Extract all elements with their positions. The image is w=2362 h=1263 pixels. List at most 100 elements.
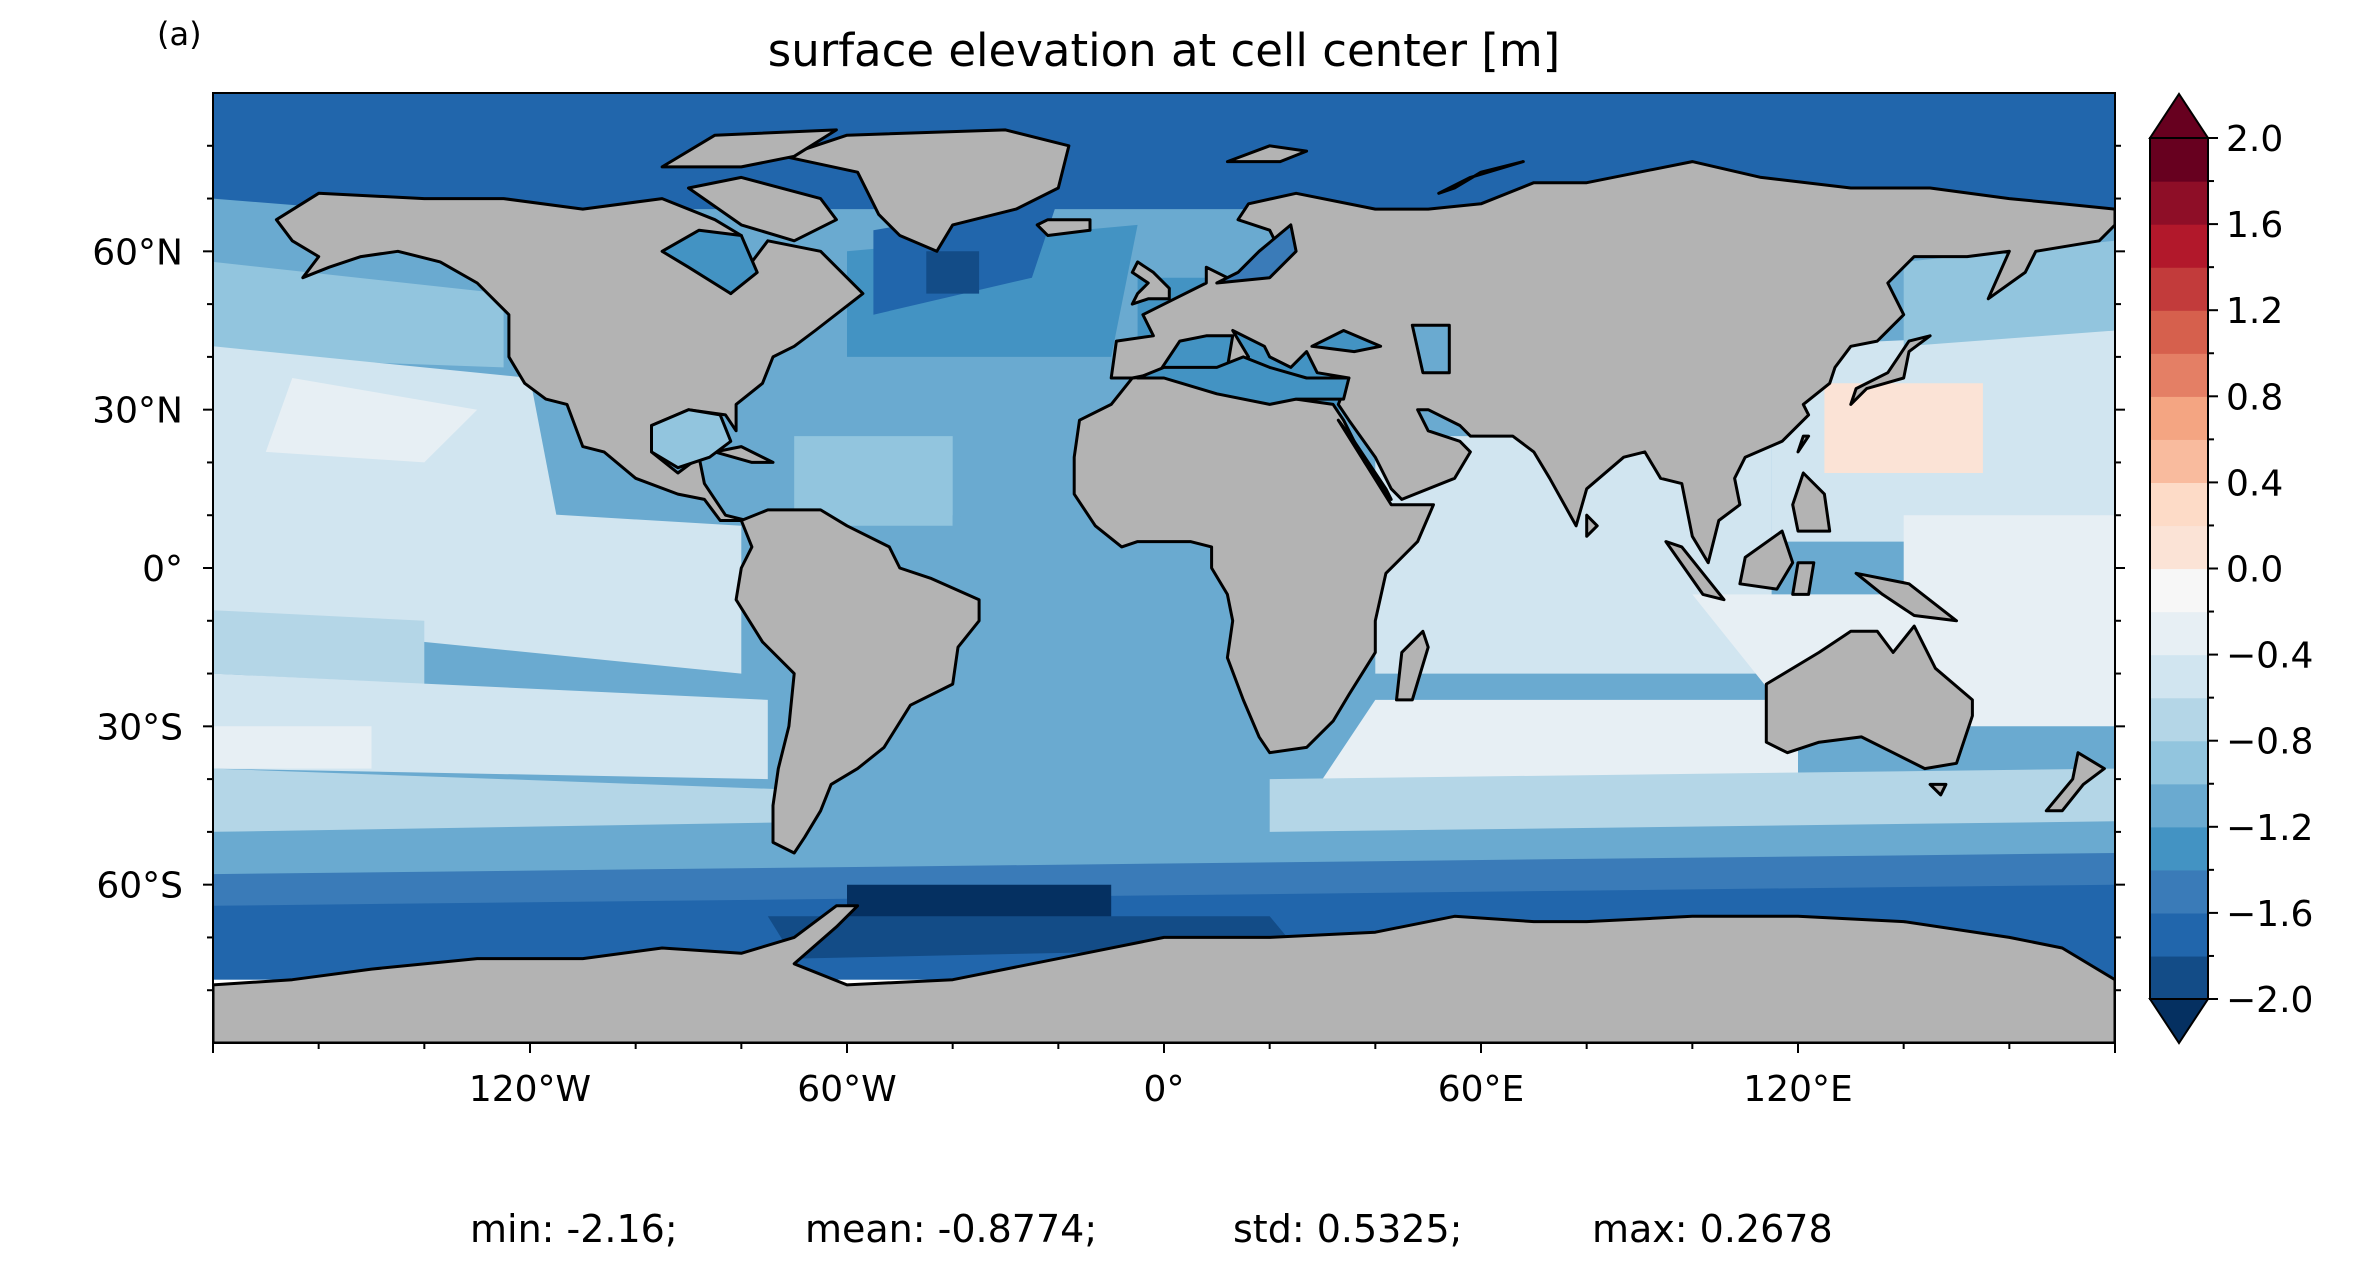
colorbar-tick-label: 2.0 — [2226, 119, 2283, 160]
colorbar-tick-label: 0.8 — [2226, 377, 2283, 418]
colorbar-segment — [2150, 224, 2208, 268]
island-sulawesi — [1791, 561, 1816, 596]
lat-axis-right — [2115, 144, 2125, 992]
colorbar-segment — [2150, 267, 2208, 311]
lat-tick-label: 0° — [142, 549, 183, 590]
ocean-shade-band — [1903, 240, 2115, 347]
land-layer — [213, 128, 2115, 1043]
island-tasmania — [1928, 782, 1948, 797]
colorbar-segment — [2150, 912, 2208, 957]
island-sri-lanka — [1585, 513, 1599, 538]
ocean-shade-band — [213, 726, 372, 769]
lat-tick-label: 60°N — [92, 232, 183, 273]
colorbar-segment — [2150, 482, 2208, 527]
colorbar-segment — [2150, 310, 2208, 354]
colorbar-tick-label: 0.4 — [2226, 463, 2283, 504]
island-madagascar — [1395, 629, 1430, 702]
island-uk — [1130, 260, 1171, 306]
colorbar-tick-label: −0.4 — [2226, 636, 2313, 677]
lat-axis-left: 60°N 30°N 0° 30°S 60°S — [92, 144, 213, 992]
island-baffin — [687, 175, 838, 243]
continent-south-america — [734, 508, 981, 855]
lon-tick-label: 120°E — [1743, 1069, 1852, 1110]
island-svalbard — [1225, 144, 1309, 164]
ocean-shade-band — [213, 261, 504, 368]
stat-mean: mean: -0.8774; — [805, 1207, 1097, 1251]
continent-greenland — [782, 128, 1071, 253]
island-new-guinea — [1854, 571, 1958, 623]
ocean-shade-band — [1824, 383, 1983, 473]
island-sumatra — [1664, 540, 1726, 602]
colorbar-segment — [2150, 826, 2208, 871]
colorbar-segment — [2150, 138, 2208, 182]
colorbar-segment — [2150, 783, 2208, 828]
island-novaya-zemlya — [1437, 160, 1525, 195]
island-new-zealand — [2044, 751, 2106, 813]
sea-red — [1336, 418, 1393, 501]
stat-min: min: -2.16; — [470, 1207, 678, 1251]
sea-baltic — [1215, 223, 1298, 285]
island-ellesmere — [660, 128, 838, 169]
island-japan — [1849, 334, 1932, 406]
ocean-shade-band — [1375, 436, 1772, 674]
ocean-shade-band — [1269, 768, 2115, 832]
lat-tick-label: 30°S — [96, 707, 183, 748]
lat-tick-label: 30°N — [92, 391, 183, 432]
colorbar-tick-label: 0.0 — [2226, 550, 2283, 591]
continent-australia — [1764, 624, 1974, 771]
island-taiwan — [1796, 434, 1811, 454]
island-borneo — [1738, 529, 1795, 591]
stats-line: min: -2.16; mean: -0.8774; std: 0.5325; … — [470, 1207, 1833, 1251]
sea-mediterranean — [1136, 355, 1351, 406]
colorbar: 2.0 1.6 1.2 0.8 0.4 0.0 −0.4 −0.8 −1.2 −1.6 −2.0 — [2148, 92, 2313, 1045]
colorbar-segment — [2150, 955, 2208, 1000]
sea-black — [1310, 329, 1383, 354]
colorbar-tick-label: −1.2 — [2226, 808, 2313, 849]
ocean-shade-band — [213, 610, 425, 685]
colorbar-segment — [2150, 611, 2208, 656]
chart-title: surface elevation at cell center [m] — [768, 24, 1561, 77]
colorbar-tick-label: −2.0 — [2226, 980, 2313, 1021]
island-cuba — [713, 445, 775, 464]
colorbar-tick-label: −1.6 — [2226, 894, 2313, 935]
colorbar-segment — [2150, 697, 2208, 742]
lon-tick-label: 60°E — [1438, 1069, 1525, 1110]
colorbar-segment — [2150, 568, 2208, 613]
lon-tick-label: 60°W — [797, 1069, 896, 1110]
ocean-shade-band — [1903, 515, 2115, 611]
colorbar-segment — [2150, 654, 2208, 699]
colorbar-segment — [2150, 525, 2208, 570]
ocean-shade-band — [213, 768, 805, 832]
ocean-shade-band — [952, 515, 1270, 753]
colorbar-tick-label: 1.6 — [2226, 205, 2283, 246]
panel-label: (a) — [157, 15, 202, 53]
stat-std: std: 0.5325; — [1233, 1207, 1462, 1251]
sea-gulf-of-mexico — [650, 408, 733, 470]
island-iceland — [1035, 218, 1092, 237]
colorbar-extend-min — [2148, 998, 2210, 1045]
colorbar-tick-label: 1.2 — [2226, 291, 2283, 332]
sea-hudson-bay — [660, 228, 759, 296]
map-area — [213, 93, 2115, 1043]
lat-tick-label: 60°S — [96, 866, 183, 907]
ocean-shade-band — [926, 251, 980, 294]
colorbar-segment — [2150, 396, 2208, 440]
lon-tick-label: 0° — [1144, 1069, 1185, 1110]
colorbar-segment — [2150, 439, 2208, 483]
colorbar-extend-max — [2148, 92, 2210, 139]
colorbar-segment — [2150, 181, 2208, 225]
island-philippines — [1791, 471, 1832, 533]
ocean-shade-band — [794, 436, 953, 526]
colorbar-segment — [2150, 353, 2208, 397]
colorbar-segment — [2150, 740, 2208, 785]
lon-axis: 120°W 60°W 0° 60°E 120°E — [212, 1043, 2116, 1110]
stat-max: max: 0.2678 — [1592, 1207, 1833, 1251]
ocean-shade-band — [265, 378, 478, 463]
continent-antarctica — [213, 904, 2115, 1043]
sea-caspian — [1410, 323, 1451, 375]
colorbar-tick-label: −0.8 — [2226, 722, 2313, 763]
ocean-shade-band — [1322, 699, 1798, 780]
colorbar-segment — [2150, 869, 2208, 914]
lon-tick-label: 120°W — [469, 1069, 591, 1110]
